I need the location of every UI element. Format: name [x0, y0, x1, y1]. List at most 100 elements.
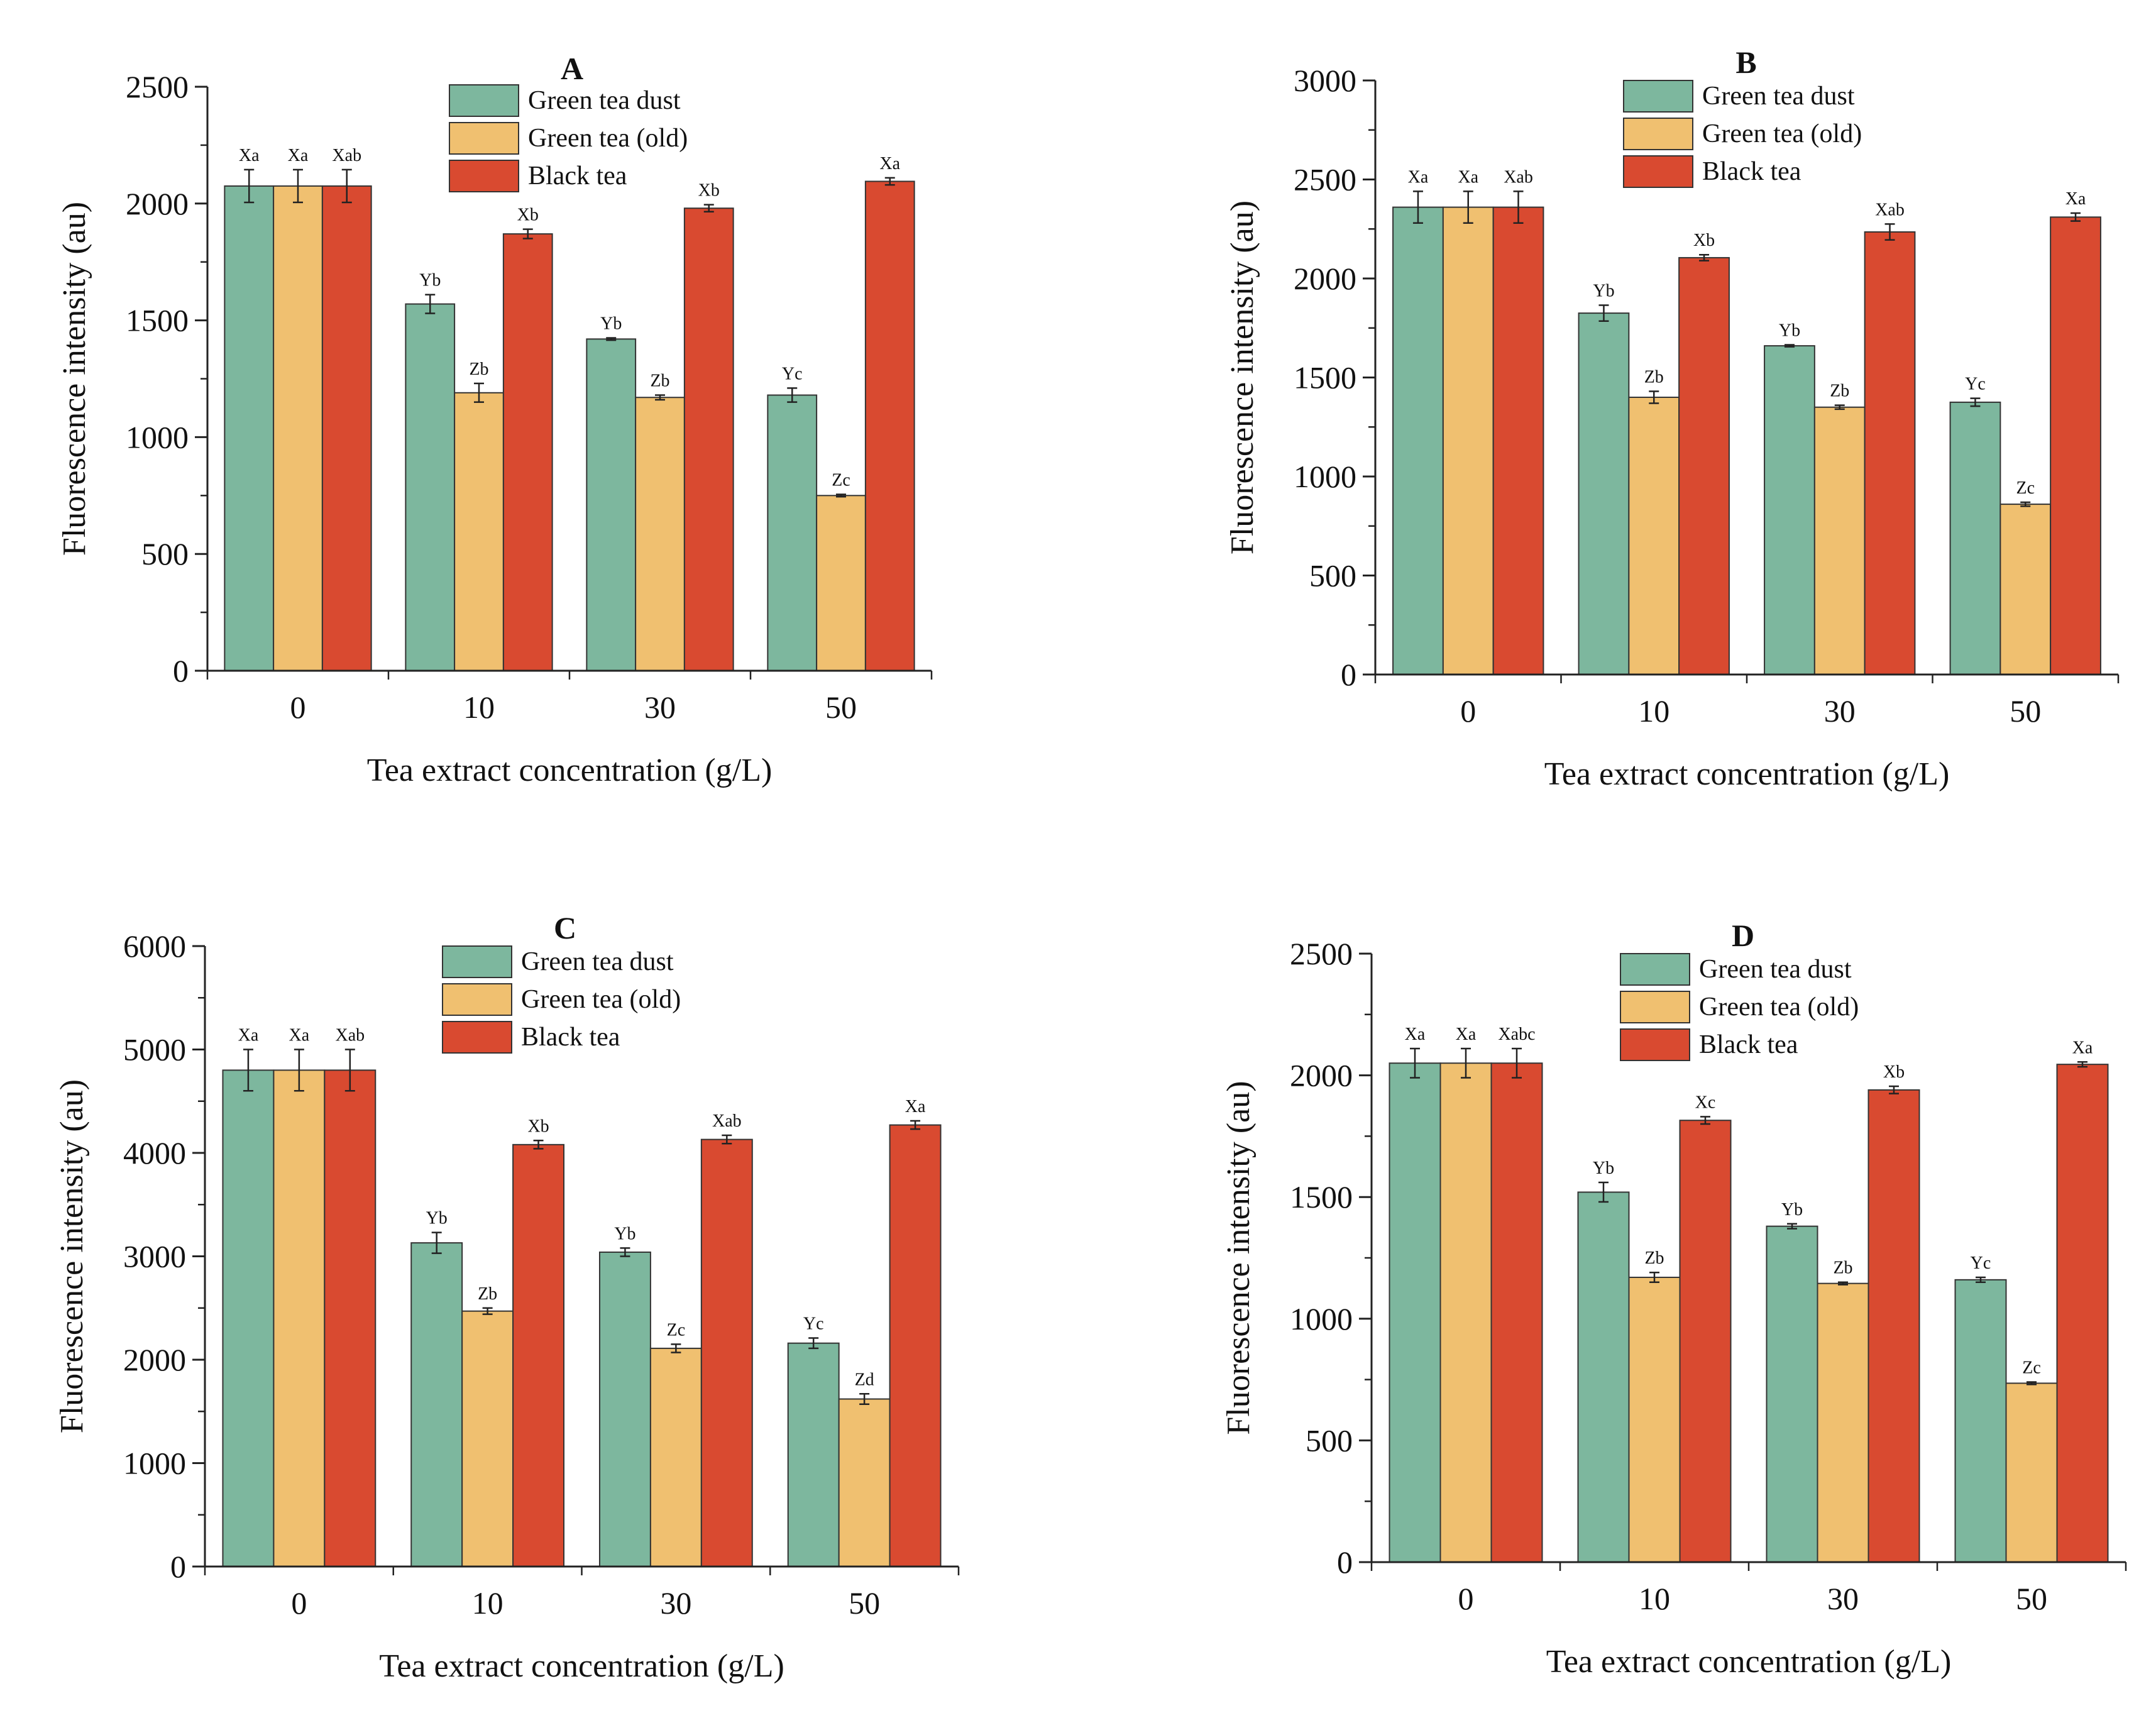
legend-swatch [1623, 118, 1693, 150]
x-axis-title: Tea extract concentration (g/L) [1546, 1644, 1952, 1680]
bar [1578, 312, 1630, 675]
bar [1867, 1089, 1920, 1563]
x-tick-label: 50 [2016, 1581, 2047, 1616]
y-tick-label: 2000 [1290, 1058, 1353, 1093]
bar-significance-label: Xa [1458, 167, 1478, 187]
y-tick-label: 500 [141, 536, 189, 571]
x-axis-title: Tea extract concentration (g/L) [379, 1648, 784, 1684]
bar-significance-label: Zb [1644, 1248, 1664, 1268]
bar-significance-label: Yb [426, 1209, 448, 1228]
bar [1439, 1062, 1492, 1563]
y-tick-label: 2500 [126, 69, 189, 104]
chart-panel-a: XaYbYbYcXaZbZbZcXabXbXbXa050010001500200… [57, 51, 933, 788]
legend-entry-label: Black tea [1702, 157, 1801, 186]
bar [410, 1242, 463, 1567]
bar-significance-label: Xa [1405, 1025, 1426, 1044]
bar [1628, 1276, 1681, 1563]
legend-swatch [449, 122, 519, 155]
x-tick-label: 50 [849, 1585, 880, 1621]
chart-panel-c: Xa Yb Yb Yc Xa Zb Zc Zd Xab Xb Xab Xa 0 1000 2000 3000 4… [54, 910, 960, 1684]
bar [461, 1310, 514, 1568]
bar [2056, 1064, 2109, 1563]
y-tick-label: 1000 [126, 419, 189, 454]
y-tick-label: 0 [1341, 657, 1356, 692]
panel-title: D [1732, 918, 1754, 953]
legend-entry-label: Green tea (old) [521, 985, 681, 1014]
x-axis-title: Tea extract concentration (g/L) [1544, 756, 1950, 792]
bar [787, 1342, 840, 1567]
bar [1442, 206, 1494, 676]
legend-swatch [1620, 953, 1690, 986]
legend-swatch [1620, 991, 1690, 1023]
y-axis-title: Fluorescence intensity (au) [1221, 1081, 1257, 1435]
bar-significance-label: Yc [1971, 1253, 1991, 1273]
legend-swatch [442, 1021, 512, 1054]
legend-swatch [449, 84, 519, 117]
legend-entry-label: Green tea (old) [528, 124, 688, 153]
legend-entry-label: Black tea [1699, 1030, 1798, 1059]
bar-significance-label: Xab [332, 146, 361, 165]
x-tick-label: 10 [1639, 1581, 1670, 1616]
y-tick-label: 1000 [123, 1446, 186, 1481]
bar-significance-label: Yb [1781, 1200, 1803, 1220]
y-tick-label: 1500 [126, 303, 189, 338]
y-tick-label: 0 [170, 1549, 186, 1584]
x-tick-label: 30 [1824, 693, 1856, 729]
bar-significance-label: Zc [832, 470, 850, 490]
bar-significance-label: Zc [667, 1320, 686, 1340]
legend-entry-label: Black tea [528, 162, 627, 190]
x-tick-label: 50 [825, 690, 857, 725]
x-tick-label: 0 [1460, 693, 1476, 729]
bar [273, 185, 323, 671]
y-tick-label: 1000 [1290, 1301, 1353, 1336]
bar-significance-label: Yb [1593, 1159, 1614, 1178]
bar [1628, 397, 1680, 675]
bar-significance-label: Xa [288, 146, 309, 165]
y-tick-label: 3000 [123, 1239, 186, 1274]
chart-panel-b: XaYbYbYcXaZbZbZcXabXbXabXa05001000150020… [1224, 45, 2120, 792]
bar [512, 1143, 565, 1567]
legend: Green tea dust Green tea (old) Black tea [1623, 80, 1862, 188]
bar [502, 233, 553, 672]
bar [1766, 1225, 1818, 1563]
legend-entry-label: Green tea dust [521, 947, 674, 976]
y-tick-label: 2500 [1290, 936, 1353, 971]
bar-significance-label: Xab [1875, 200, 1905, 219]
bar [273, 1069, 326, 1567]
bar-significance-label: Yb [419, 271, 441, 290]
x-tick-label: 10 [463, 690, 495, 725]
legend-entry-label: Green tea (old) [1702, 119, 1862, 148]
legend-swatch [449, 160, 519, 192]
bar [598, 1251, 651, 1568]
bar [1999, 504, 2052, 675]
legend: Green tea dust Green tea (old) Black tea [1620, 953, 1859, 1061]
legend-swatch [1623, 80, 1693, 113]
legend-entry-label: Black tea [521, 1023, 620, 1052]
bar-significance-label: Zb [650, 372, 669, 391]
bar [889, 1124, 942, 1567]
y-axis-title: Fluorescence intensity (au) [57, 202, 92, 556]
bar-significance-label: Yb [1593, 282, 1614, 301]
bar [864, 180, 915, 671]
bar-significance-label: Zb [1830, 382, 1849, 401]
y-tick-label: 2000 [126, 186, 189, 221]
y-tick-label: 1500 [1290, 1179, 1353, 1215]
y-tick-label: 3000 [1294, 63, 1356, 98]
bar-significance-label: Xa [879, 154, 900, 174]
bar [1864, 231, 1916, 676]
bar-significance-label: Xabc [1498, 1025, 1535, 1044]
bar-significance-label: Yc [803, 1314, 824, 1333]
bar-significance-label: Yb [600, 314, 622, 333]
bar-significance-label: Xab [335, 1026, 365, 1045]
y-tick-label: 2000 [1294, 261, 1356, 296]
x-axis-title: Tea extract concentration (g/L) [367, 752, 773, 788]
bar [683, 207, 734, 671]
y-tick-label: 2000 [123, 1342, 186, 1377]
x-tick-label: 0 [1458, 1581, 1474, 1616]
bar-significance-label: Zd [855, 1370, 874, 1389]
x-tick-label: 0 [290, 690, 306, 725]
bar [321, 185, 372, 671]
bar [767, 394, 818, 672]
bar [635, 397, 685, 672]
